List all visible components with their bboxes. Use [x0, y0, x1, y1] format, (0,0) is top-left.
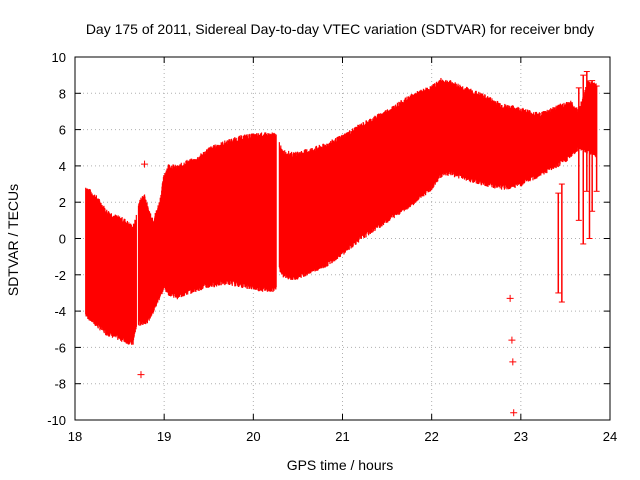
y-tick-label: -4: [54, 304, 66, 319]
x-tick-label: 21: [335, 429, 349, 444]
y-tick-label: 8: [59, 86, 66, 101]
y-tick-label: 10: [52, 50, 66, 65]
outlier-point: [510, 409, 518, 417]
y-tick-label: 4: [59, 159, 66, 174]
y-tick-label: -8: [54, 377, 66, 392]
x-tick-label: 22: [424, 429, 438, 444]
y-tick-label: 6: [59, 123, 66, 138]
y-tick-label: -2: [54, 268, 66, 283]
x-tick-label: 23: [514, 429, 528, 444]
x-tick-label: 24: [603, 429, 617, 444]
data-layer: [85, 71, 600, 417]
y-axis-title: SDTVAR / TECUs: [5, 184, 21, 296]
outlier-point: [509, 358, 517, 366]
outlier-point: [508, 336, 516, 344]
outlier-point: [506, 294, 514, 302]
outlier-point: [137, 371, 145, 379]
y-tick-label: 2: [59, 195, 66, 210]
chart-title: Day 175 of 2011, Sidereal Day-to-day VTE…: [86, 21, 594, 37]
y-tick-label: -6: [54, 340, 66, 355]
y-tick-label: -10: [47, 413, 66, 428]
outlier-point: [141, 160, 149, 168]
y-tick-label: 0: [59, 232, 66, 247]
x-axis-title: GPS time / hours: [287, 457, 394, 473]
x-tick-label: 18: [68, 429, 82, 444]
x-tick-label: 19: [157, 429, 171, 444]
x-tick-label: 20: [246, 429, 260, 444]
